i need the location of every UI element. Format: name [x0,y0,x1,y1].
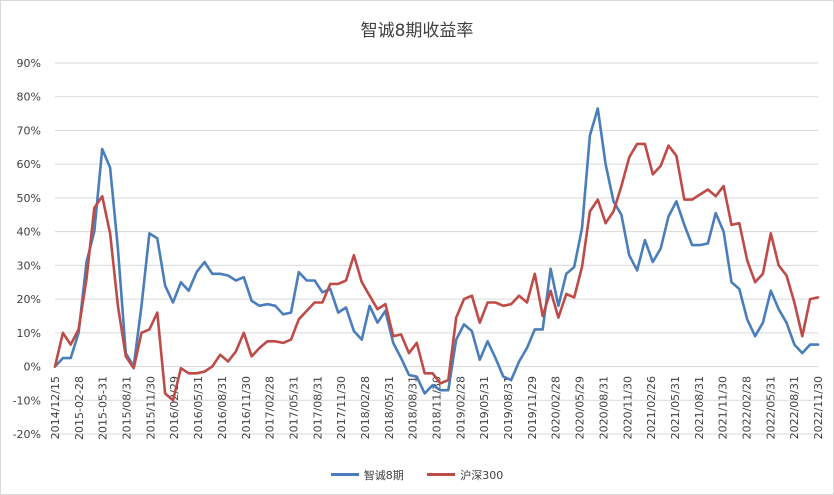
y-tick-label: 0% [24,361,41,374]
x-tick-label: 2022/05/31 [764,376,777,439]
x-tick-label: 2015-05-31 [97,376,110,440]
x-tick-label: 2017/05/31 [287,376,300,439]
legend: 智诚8期 沪深300 [0,466,834,483]
y-tick-label: 90% [17,57,41,70]
x-tick-label: 2022/08/31 [788,376,801,439]
x-tick-label: 2015/08/31 [121,376,134,439]
x-tick-label: 2014/12/15 [49,376,62,439]
x-tick-label: 2022/02/28 [740,376,753,439]
y-tick-label: -20% [13,428,41,441]
x-tick-label: 2021/08/31 [693,376,706,439]
x-tick-label: 2020/11/30 [621,376,634,439]
legend-label-series-1: 智诚8期 [363,468,404,482]
series-line-2 [53,142,820,402]
x-tick-label: 2015-02-28 [73,376,86,440]
y-tick-label: 50% [17,192,41,205]
x-tick-label: 2021/05/31 [669,376,682,439]
y-tick-label: 20% [17,293,41,306]
x-tick-label: 2015/11/30 [144,376,157,439]
x-tick-label: 2017/08/31 [311,376,324,439]
x-tick-label: 2016/08/31 [216,376,229,439]
x-tick-label: 2021/02/26 [645,376,658,439]
x-tick-label: 2020/05/29 [574,376,587,439]
y-tick-label: 60% [17,158,41,171]
x-tick-label: 2022/11/30 [812,376,825,439]
y-tick-label: -10% [13,394,41,407]
x-tick-label: 2018/08/31 [407,376,420,439]
x-tick-label: 2016/05/31 [192,376,205,439]
y-tick-label: 40% [17,226,41,239]
y-tick-label: 80% [17,91,41,104]
y-tick-label: 30% [17,259,41,272]
legend-label-series-2: 沪深300 [460,468,504,482]
x-tick-label: 2016/02/29 [168,376,181,439]
chart-title: 智诚8期收益率 [360,21,474,41]
x-tick-label: 2017/11/30 [335,376,348,439]
x-tick-label: 2018/11/30 [431,376,444,439]
x-tick-label: 2016/11/30 [240,376,253,439]
legend-item-series-1: 智诚8期 [330,467,404,483]
x-tick-label: 2018/05/31 [383,376,396,439]
y-tick-label: 70% [17,124,41,137]
x-tick-label: 2019/02/28 [454,376,467,439]
legend-item-series-2: 沪深300 [427,467,503,483]
legend-swatch-series-1 [330,473,359,476]
x-tick-label: 2020/02/28 [550,376,563,439]
y-tick-label: 10% [17,327,41,340]
x-tick-label: 2018/02/28 [359,376,372,439]
x-tick-label: 2017/02/28 [264,376,277,439]
x-tick-label: 2019/11/29 [526,376,539,439]
x-tick-label: 2019/05/31 [478,376,491,439]
x-tick-label: 2019/08/31 [502,376,515,439]
x-tick-label: 2020/08/31 [597,376,610,439]
series-line-1 [53,107,820,395]
x-tick-label: 2021/11/30 [717,376,730,439]
legend-swatch-series-2 [427,473,456,476]
